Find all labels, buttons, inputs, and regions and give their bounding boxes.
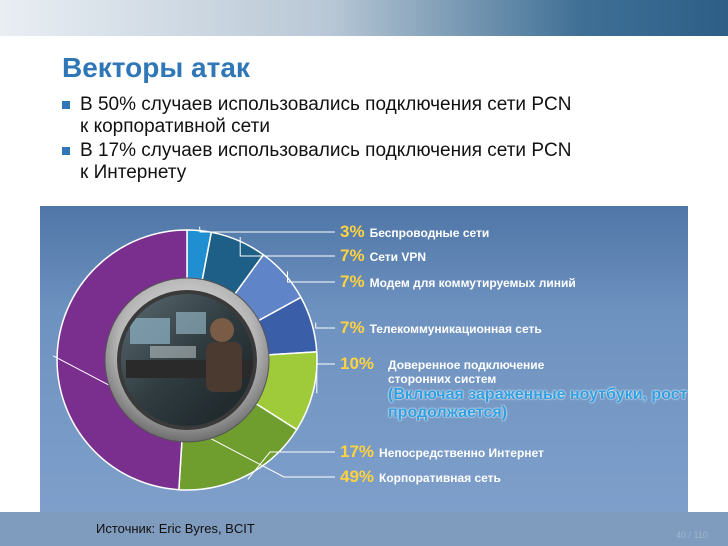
legend-label-line2: сторонних систем — [388, 372, 497, 386]
leader-line — [239, 237, 335, 257]
legend-item: 17% Непосредственно Интернет — [340, 442, 544, 462]
legend-item: 7% Сети VPN — [340, 246, 426, 266]
legend-label: Доверенное подключение — [388, 358, 545, 372]
bullet-text-line1: В 50% случаев использовались подключения… — [80, 94, 572, 115]
legend-percent: 49% — [340, 467, 375, 486]
bullet-square-icon — [62, 101, 70, 109]
legend-percent: 17% — [340, 442, 375, 461]
bullet-item: В 50% случаев использовались подключения… — [62, 94, 682, 138]
bullet-item: В 17% случаев использовались подключения… — [62, 140, 682, 184]
legend-label: Непосредственно Интернет — [379, 446, 544, 460]
leader-line — [287, 271, 335, 283]
bullet-text-line1: В 17% случаев использовались подключения… — [80, 140, 572, 161]
legend-item: 7% Модем для коммутируемых линий — [340, 272, 576, 292]
bullet-list: В 50% случаев использовались подключения… — [62, 94, 682, 186]
slide-title: Векторы атак — [62, 52, 250, 83]
center-photo — [121, 294, 253, 426]
bullet-text-line2: к Интернету — [80, 162, 187, 183]
bullet-square-icon — [62, 147, 70, 155]
legend-label: Сети VPN — [369, 250, 427, 264]
legend-percent: 7% — [340, 246, 365, 265]
legend-note: (Включая зараженные ноутбуки, рост продо… — [388, 386, 688, 421]
legend-percent: 7% — [340, 272, 365, 291]
legend-item: 7% Телекоммуникационная сеть — [340, 318, 542, 338]
bullet-text-line2: к корпоративной сети — [80, 116, 270, 137]
leader-line — [316, 363, 335, 394]
legend-label: Корпоративная сеть — [379, 471, 501, 485]
legend-percent: 7% — [340, 318, 365, 337]
legend-label: Модем для коммутируемых линий — [369, 276, 576, 290]
legend-label: Телекоммуникационная сеть — [369, 322, 542, 336]
footer-bar — [0, 512, 728, 546]
leader-line — [199, 226, 335, 233]
legend-label: Беспроводные сети — [369, 226, 490, 240]
legend-percent: 10% — [340, 354, 375, 373]
slide-number: 40 / 110 — [676, 530, 708, 540]
leader-line — [315, 322, 335, 329]
leader-line — [247, 451, 335, 480]
legend-item: 3% Беспроводные сети — [340, 222, 489, 242]
legend-percent: 3% — [340, 222, 365, 241]
legend-item: 49% Корпоративная сеть — [340, 467, 501, 487]
legend-item: 10% Доверенное подключение сторонних сис… — [340, 354, 688, 422]
source-note: Источник: Eric Byres, BCIT — [96, 521, 255, 536]
top-banner — [0, 0, 728, 36]
